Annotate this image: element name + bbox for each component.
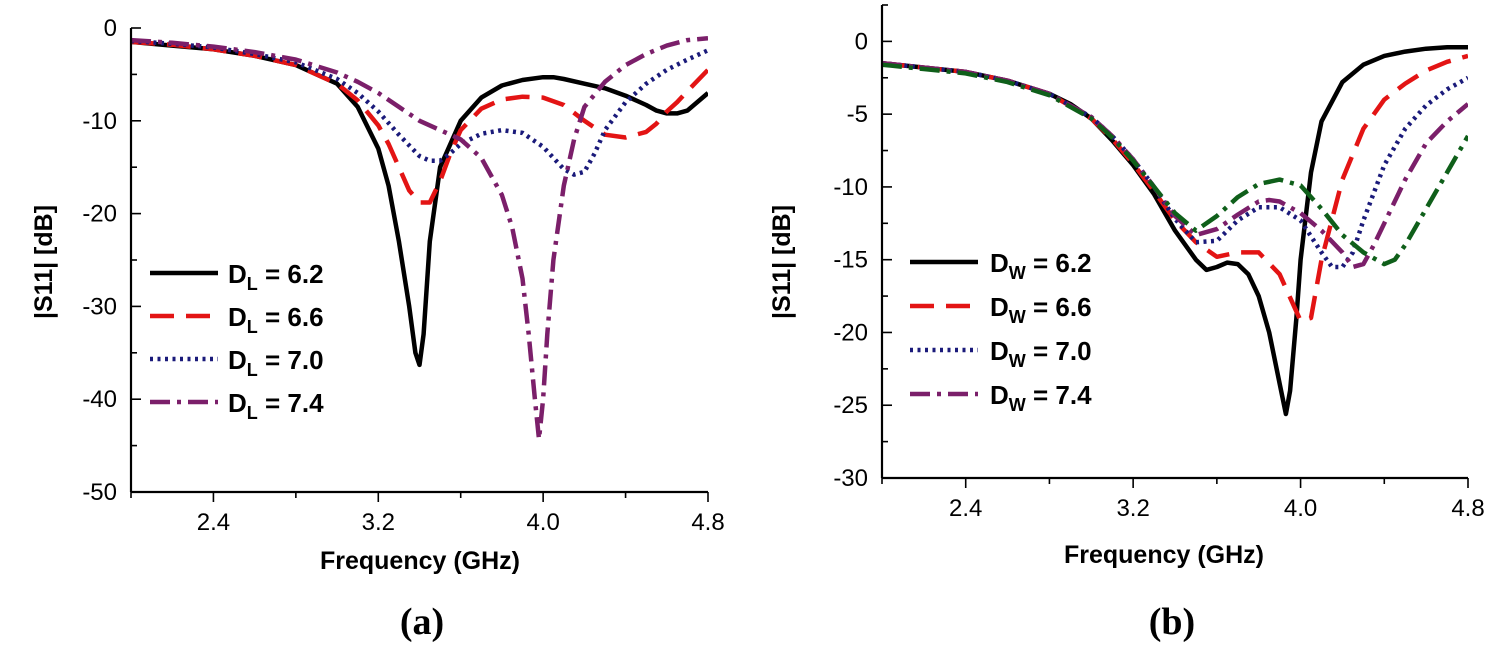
legend-label: DW = 7.4 [990, 380, 1092, 415]
y-tick-label: -10 [82, 108, 117, 135]
y-tick-label: -30 [82, 293, 117, 320]
x-tick-label: 2.4 [949, 495, 982, 522]
y-axis-title: |S11| [dB] [768, 205, 796, 319]
legend-label: DL = 6.2 [228, 259, 324, 294]
legend-entry: DW = 6.2 [910, 248, 1092, 283]
legend-label: DL = 7.4 [228, 388, 324, 423]
series-line-2 [131, 39, 708, 205]
y-tick-label: -15 [833, 247, 868, 274]
x-tick-label: 3.2 [1116, 495, 1149, 522]
x-tick-label: 2.4 [197, 509, 230, 536]
x-tick-label: 4.0 [1284, 495, 1317, 522]
y-tick-label: 0 [855, 28, 868, 55]
x-tick-label: 3.2 [362, 509, 395, 536]
y-tick-label: -25 [833, 392, 868, 419]
legend-entry: DL = 6.2 [150, 259, 324, 294]
panel-label-b: (b) [1149, 601, 1195, 643]
y-tick-label: -20 [82, 201, 117, 228]
series-line-3 [882, 60, 1468, 270]
legend-label: DW = 7.0 [990, 336, 1092, 371]
x-tick-label: 4.8 [1451, 495, 1484, 522]
y-tick-label: -50 [82, 479, 117, 506]
x-tick-label: 4.8 [691, 509, 724, 536]
legend-label: DW = 6.6 [990, 292, 1092, 327]
legend-label: DL = 7.0 [228, 345, 324, 380]
chart-panel-b: 2.4 3.2 4.0 4.8 0 -5 -10 -15 -20 -25 -30 Frequency… [768, 4, 1485, 643]
legend-label: DW = 6.2 [990, 248, 1092, 283]
x-axis-title: Frequency (GHz) [1064, 541, 1264, 569]
series-line-1 [131, 39, 708, 368]
series-line-3 [131, 38, 708, 177]
legend-label: DL = 6.6 [228, 302, 324, 337]
legend-entry: DW = 7.0 [910, 336, 1092, 371]
legend-entry: DL = 7.0 [150, 345, 324, 380]
legend-entry: DW = 7.4 [910, 380, 1092, 415]
y-tick-label: -30 [833, 465, 868, 492]
y-tick-label: -40 [82, 386, 117, 413]
y-axis-title: |S11| [dB] [30, 205, 58, 319]
series-line-4 [882, 60, 1468, 270]
series-line-2 [882, 53, 1468, 324]
legend-entry: DL = 6.6 [150, 302, 324, 337]
legend-entry: DL = 7.4 [150, 388, 324, 423]
y-tick-label: -20 [833, 319, 868, 346]
y-tick-label: 0 [104, 15, 117, 42]
x-axis-title: Frequency (GHz) [320, 547, 520, 575]
y-tick-label: -5 [847, 101, 868, 128]
legend-a: DL = 6.2 DL = 6.6 DL = 7.0 DL = 7.4 [150, 259, 324, 423]
legend-entry: DW = 6.6 [910, 292, 1092, 327]
series-line-4 [131, 35, 708, 442]
y-tick-label: -10 [833, 174, 868, 201]
x-tick-label: 4.0 [526, 509, 559, 536]
series-line-5 [882, 62, 1468, 267]
chart-panel-a: 2.4 3.2 4.0 4.8 0 -10 -20 -30 -40 -50 Frequency (… [30, 15, 725, 643]
panel-label-a: (a) [400, 601, 444, 643]
legend-b: DW = 6.2 DW = 6.6 DW = 7.0 DW = 7.4 [910, 248, 1092, 415]
